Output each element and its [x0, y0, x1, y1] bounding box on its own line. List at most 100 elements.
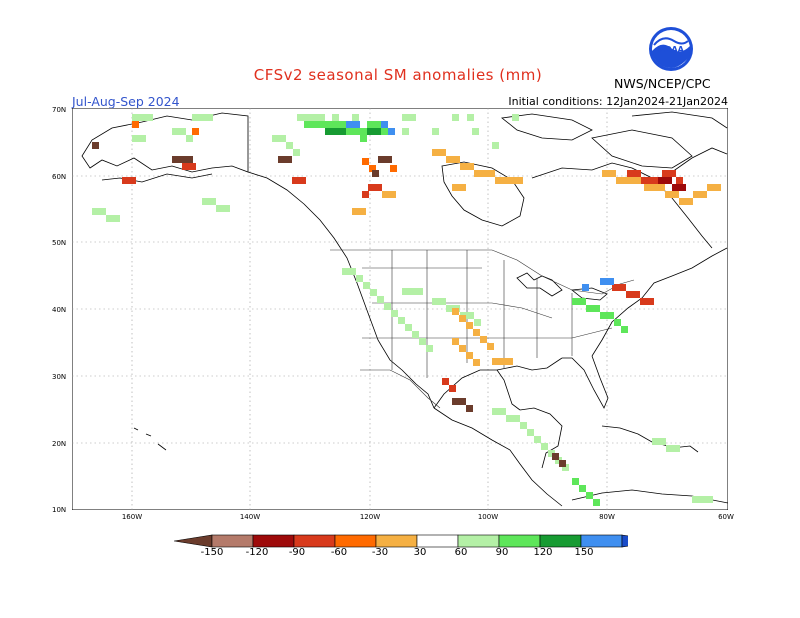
- colorbar: [174, 534, 628, 548]
- anomaly-cell: [318, 114, 325, 121]
- anomaly-cell: [623, 177, 630, 184]
- forecast-period: Jul-Aug-Sep 2024: [72, 94, 180, 109]
- anomaly-cell: [714, 184, 721, 191]
- anomaly-cell: [669, 170, 676, 177]
- anomaly-cell: [658, 177, 665, 184]
- anomaly-cell: [353, 121, 360, 128]
- anomaly-cell: [593, 305, 600, 312]
- anomaly-cell: [285, 156, 292, 163]
- anomaly-cell: [442, 378, 449, 385]
- anomaly-cell: [466, 322, 473, 329]
- anomaly-cell: [216, 205, 223, 212]
- anomaly-cell: [658, 184, 665, 191]
- lat-label-30n: 30N: [52, 373, 67, 381]
- colorbar-label: 90: [495, 547, 509, 558]
- anomaly-cell: [579, 298, 586, 305]
- colorbar-label: -30: [371, 547, 389, 558]
- anomaly-cell: [402, 114, 409, 121]
- anomaly-cell: [299, 177, 306, 184]
- anomaly-cell: [673, 445, 680, 452]
- anomaly-cell: [384, 303, 391, 310]
- anomaly-cell: [516, 177, 523, 184]
- anomaly-cell: [278, 156, 285, 163]
- anomaly-cell: [439, 298, 446, 305]
- anomaly-cell: [651, 184, 658, 191]
- anomaly-cell: [679, 184, 686, 191]
- anomaly-cell: [377, 296, 384, 303]
- lon-label-160w: 160W: [121, 513, 143, 521]
- anomaly-cell: [432, 298, 439, 305]
- anomaly-cell: [499, 408, 506, 415]
- anomaly-cell: [641, 177, 648, 184]
- lat-label-60n: 60N: [52, 173, 67, 181]
- anomaly-cell: [339, 121, 346, 128]
- anomaly-cell: [332, 114, 339, 121]
- noaa-logo-icon: NOAA: [649, 27, 693, 71]
- anomaly-cell: [513, 415, 520, 422]
- lon-label-60w: 60W: [718, 513, 734, 521]
- anomaly-cell: [621, 326, 628, 333]
- lat-label-10n: 10N: [52, 506, 67, 514]
- anomaly-cell: [552, 453, 559, 460]
- colorbar-label: -120: [245, 547, 269, 558]
- anomaly-cell: [609, 170, 616, 177]
- anomaly-cell: [385, 156, 392, 163]
- anomaly-cell: [602, 170, 609, 177]
- anomaly-cell: [699, 496, 706, 503]
- anomaly-cell: [367, 121, 374, 128]
- anomaly-cell: [132, 114, 139, 121]
- colorbar-swatch: [498, 534, 541, 548]
- anomaly-cell: [179, 156, 186, 163]
- anomaly-cell: [502, 177, 509, 184]
- anomaly-cell: [446, 156, 453, 163]
- colorbar-swatch: [211, 534, 254, 548]
- anomaly-cell: [113, 215, 120, 222]
- lon-label-100w: 100W: [477, 513, 499, 521]
- anomaly-cell: [186, 135, 193, 142]
- anomaly-cell: [612, 284, 619, 291]
- anomaly-cell: [360, 128, 367, 135]
- anomaly-cell: [453, 156, 460, 163]
- anomaly-cell: [593, 499, 600, 506]
- anomaly-cell: [186, 156, 193, 163]
- anomaly-cell: [398, 317, 405, 324]
- anomaly-cell: [311, 121, 318, 128]
- anomaly-cell: [375, 184, 382, 191]
- anomaly-cell: [692, 496, 699, 503]
- anomaly-cell: [474, 170, 481, 177]
- anomaly-cell: [616, 177, 623, 184]
- anomaly-cell: [389, 191, 396, 198]
- colorbar-label: 30: [413, 547, 427, 558]
- anomaly-cell: [92, 208, 99, 215]
- anomaly-cell: [446, 305, 453, 312]
- anomaly-cell: [132, 135, 139, 142]
- anomaly-cell: [600, 278, 607, 285]
- anomaly-cell: [362, 191, 369, 198]
- anomaly-cell: [614, 319, 621, 326]
- anomaly-cell: [488, 170, 495, 177]
- colorbar-label: 120: [533, 547, 553, 558]
- anomaly-cell: [452, 114, 459, 121]
- anomaly-cell: [586, 492, 593, 499]
- anomaly-cell: [474, 319, 481, 326]
- anomaly-cell: [509, 177, 516, 184]
- lon-label-80w: 80W: [599, 513, 615, 521]
- anomaly-cell: [409, 288, 416, 295]
- anomaly-cell: [182, 163, 189, 170]
- anomaly-cell: [318, 121, 325, 128]
- colorbar-swatch: [580, 534, 623, 548]
- anomaly-cell: [600, 312, 607, 319]
- anomaly-cell: [179, 128, 186, 135]
- colorbar-swatch: [174, 534, 213, 548]
- anomaly-cell: [146, 114, 153, 121]
- anomaly-cell: [467, 114, 474, 121]
- anomaly-cell: [541, 443, 548, 450]
- anomaly-cell: [199, 114, 206, 121]
- colorbar-swatch: [252, 534, 295, 548]
- anomaly-cell: [466, 405, 473, 412]
- colorbar-swatch: [293, 534, 336, 548]
- anomaly-cell: [359, 208, 366, 215]
- anomaly-cell: [332, 121, 339, 128]
- anomaly-cell: [192, 114, 199, 121]
- colorbar-swatch: [457, 534, 500, 548]
